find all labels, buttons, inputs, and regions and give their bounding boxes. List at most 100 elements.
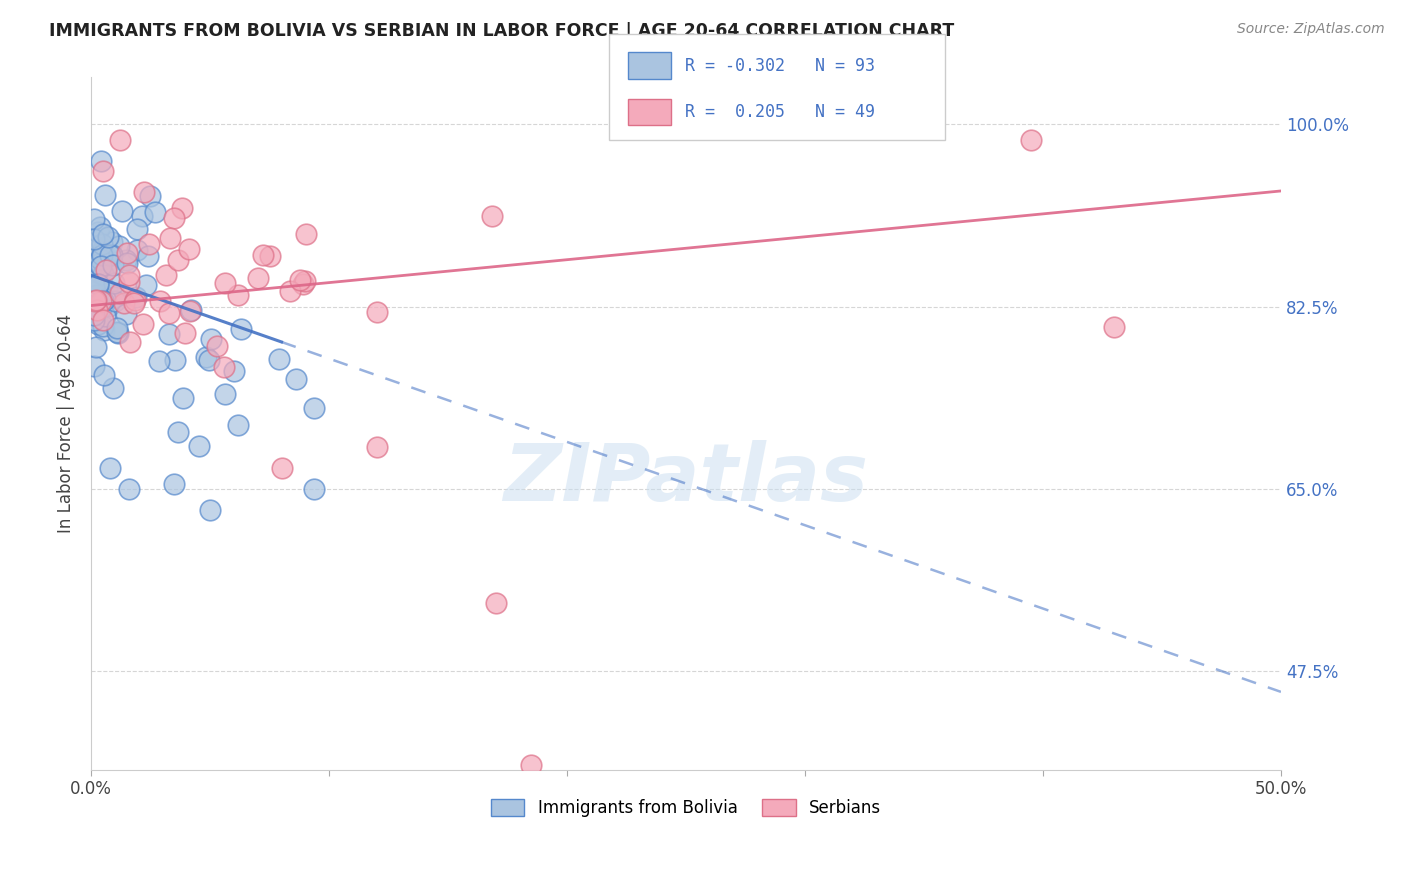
Point [83,211,105,226]
Point [89,252,111,267]
Point [157,306,180,320]
Point [94,309,117,323]
Point [104,293,127,308]
Point [226,417,249,432]
Point [125,222,148,236]
Point [107,326,129,340]
Text: R = -0.302   N = 93: R = -0.302 N = 93 [685,56,875,75]
Point [179,304,201,318]
Point [108,239,131,253]
Point [304,482,326,496]
Point [135,278,157,293]
Point [214,387,236,401]
Point [83,312,105,326]
Point [86,225,108,239]
Point [115,246,138,260]
Point [84,279,107,293]
Point [174,326,197,341]
Point [96,283,118,297]
Point [96,260,118,274]
Point [101,235,124,249]
Point [267,351,290,366]
Point [91,244,114,259]
Point [87,318,110,332]
Point [1104,320,1126,334]
Point [122,296,145,310]
Point [157,326,180,341]
Point [89,257,111,271]
Point [93,323,115,337]
Point [132,317,155,331]
Point [86,240,108,254]
Point [143,204,166,219]
Point [195,351,218,365]
Point [105,320,128,334]
Point [124,293,146,308]
Point [100,248,122,262]
Point [94,290,117,304]
Point [290,273,312,287]
Point [259,249,281,263]
Point [226,287,249,301]
Point [91,318,114,333]
Point [155,268,177,282]
Point [118,275,141,289]
Point [84,293,107,308]
Point [292,277,315,292]
Point [89,220,111,235]
Point [165,353,187,368]
Point [83,273,105,287]
Point [94,188,117,202]
Point [278,284,301,298]
Point [229,322,252,336]
Point [172,391,194,405]
Point [294,274,316,288]
Point [94,292,117,306]
Point [138,236,160,251]
Point [94,263,117,277]
Point [84,340,107,354]
Point [108,133,131,147]
Point [198,502,221,516]
Point [91,227,114,241]
Point [214,359,236,374]
Point [163,211,186,226]
Point [103,276,125,290]
Point [112,296,135,310]
Point [170,201,193,215]
Point [93,368,115,382]
Point [84,314,107,328]
Point [90,236,112,251]
Point [98,248,121,262]
Point [136,249,159,263]
Point [118,482,141,496]
Point [89,253,111,268]
Point [89,266,111,280]
Point [270,461,292,475]
Point [481,209,503,223]
Point [83,232,105,246]
Legend: Immigrants from Bolivia, Serbians: Immigrants from Bolivia, Serbians [484,792,887,824]
Point [111,204,134,219]
Point [91,313,114,327]
Point [87,277,110,291]
Point [91,164,114,178]
Point [120,335,142,350]
Point [179,242,201,256]
Point [366,440,388,454]
Point [214,277,236,291]
Point [97,299,120,313]
Point [91,242,114,256]
Point [247,270,270,285]
Point [93,242,115,256]
Point [86,303,108,318]
Point [108,286,131,301]
Point [86,287,108,301]
Point [148,354,170,368]
Point [101,380,124,394]
Point [295,227,318,242]
Point [90,259,112,273]
Point [131,209,153,223]
Point [83,258,105,272]
Text: ZIPatlas: ZIPatlas [503,440,869,518]
